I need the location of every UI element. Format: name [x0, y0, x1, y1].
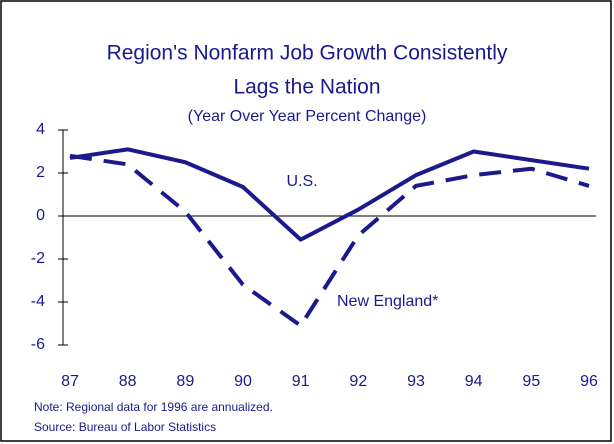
x-tick-label: 88 — [119, 373, 137, 390]
note: Note: Regional data for 1996 are annuali… — [34, 400, 273, 414]
x-tick-label: 90 — [234, 373, 252, 390]
x-tick-label: 89 — [176, 373, 194, 390]
x-tick-label: 94 — [465, 373, 483, 390]
x-tick-label: 95 — [522, 373, 540, 390]
chart-title: Region's Nonfarm Job Growth Consistently — [107, 42, 508, 65]
y-tick-label: 2 — [36, 164, 45, 181]
chart-title: Lags the Nation — [233, 76, 380, 99]
series-line — [69, 147, 590, 242]
x-tick-label: 92 — [349, 373, 367, 390]
y-tick-label: -4 — [31, 293, 45, 310]
y-tick-label: -6 — [31, 336, 45, 353]
note: Source: Bureau of Labor Statistics — [34, 420, 216, 434]
series-label: U.S. — [286, 173, 317, 190]
series-line — [69, 153, 590, 328]
series-label: New England* — [337, 293, 438, 310]
y-tick-label: -2 — [31, 250, 45, 267]
x-tick-label: 96 — [580, 373, 598, 390]
y-tick-label: 0 — [36, 207, 45, 224]
x-tick-label: 93 — [407, 373, 425, 390]
x-tick-label: 87 — [61, 373, 79, 390]
chart-subtitle: (Year Over Year Percent Change) — [188, 108, 427, 125]
x-tick-label: 91 — [292, 373, 310, 390]
y-tick-label: 4 — [36, 121, 45, 138]
